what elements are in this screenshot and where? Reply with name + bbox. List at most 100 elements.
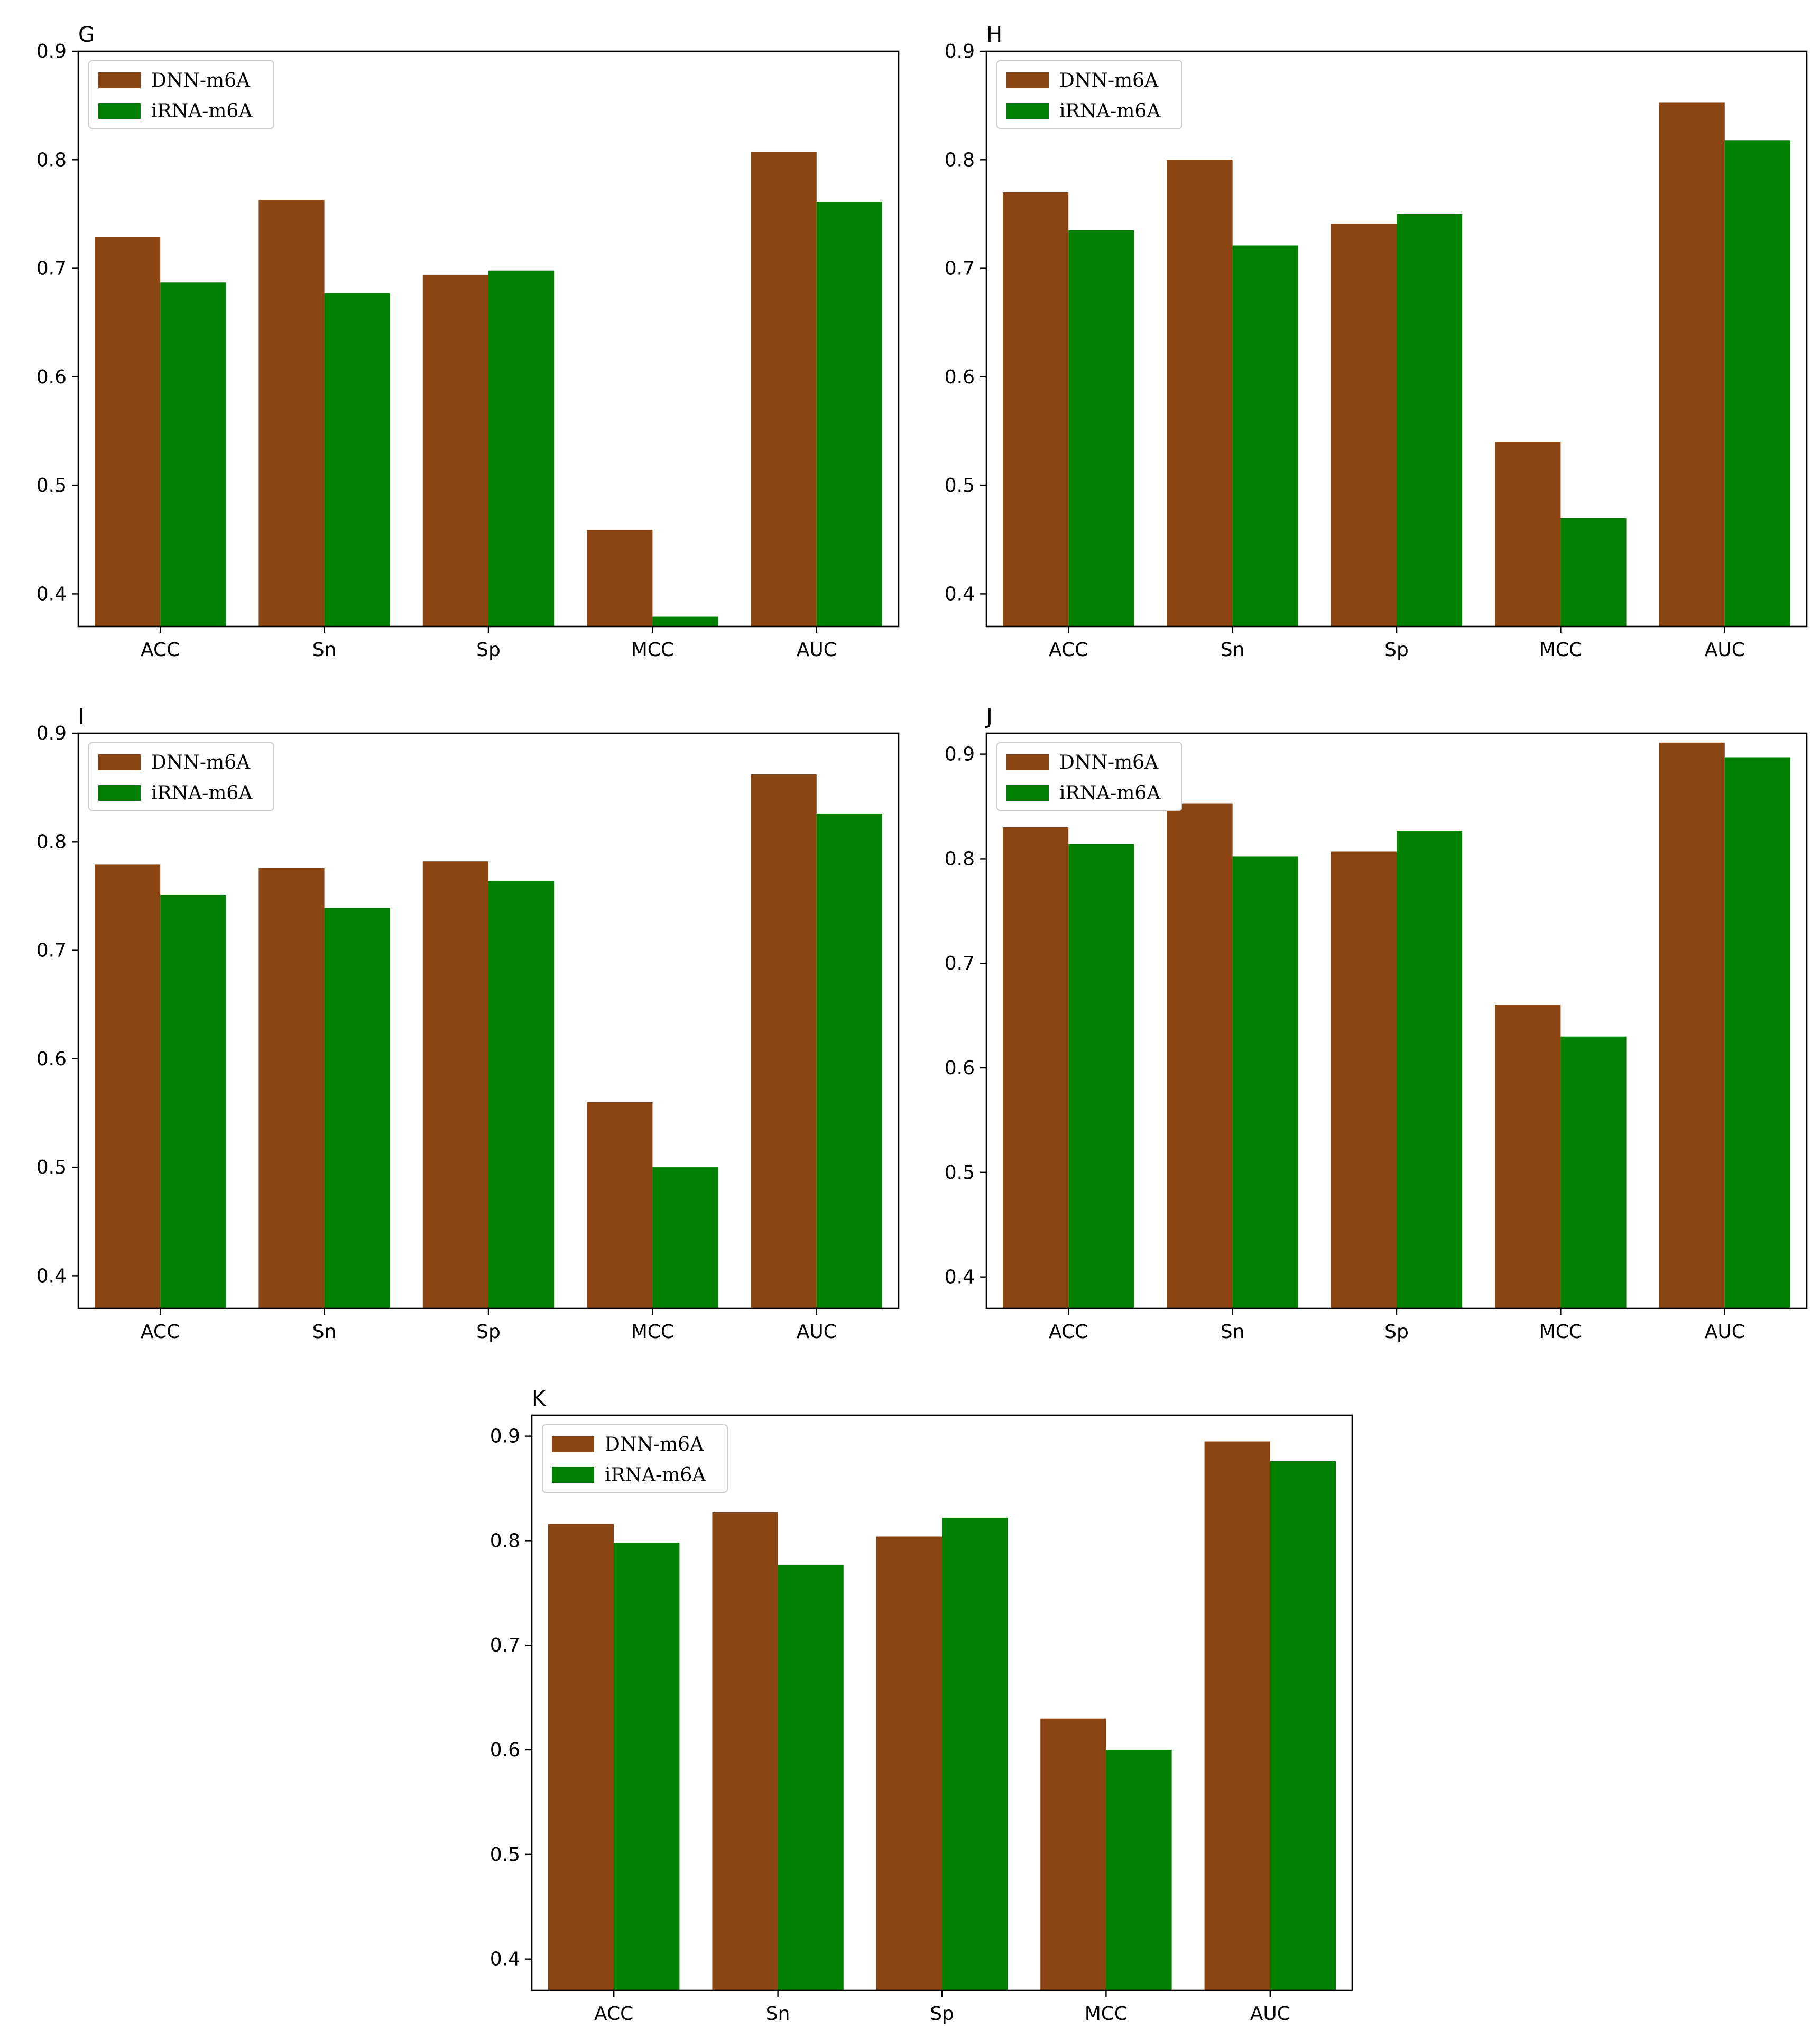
bar-k-dnn-m6a-sp — [876, 1536, 942, 1990]
panel-label: J — [985, 705, 993, 729]
bar-g-dnn-m6a-mcc — [587, 530, 653, 626]
y-tick-label: 0.5 — [945, 475, 975, 496]
y-tick-label: 0.4 — [945, 1267, 975, 1288]
bar-k-irna-m6a-acc — [614, 1543, 680, 1990]
x-tick-label-acc: ACC — [1049, 639, 1088, 661]
x-tick-label-mcc: MCC — [1539, 639, 1582, 661]
bar-g-dnn-m6a-acc — [95, 237, 161, 626]
bar-k-irna-m6a-sn — [778, 1564, 844, 1990]
y-tick-label: 0.4 — [490, 1949, 520, 1970]
legend-swatch-dnn-m6a — [98, 72, 141, 88]
legend-label-irna-m6a: iRNA-m6A — [151, 782, 253, 804]
legend-swatch-irna-m6a — [1006, 785, 1049, 801]
bar-j-irna-m6a-sn — [1232, 856, 1298, 1308]
y-tick-label: 0.8 — [36, 149, 67, 171]
chart-panel-k: 0.4 0.5 0.6 0.7 0.8 0.9 ACC Sn Sp MCC AUC K DNN-m6A i… — [490, 1387, 1353, 2025]
panel-label: I — [78, 705, 85, 729]
bar-h-dnn-m6a-acc — [1003, 192, 1069, 626]
bar-k-dnn-m6a-auc — [1204, 1441, 1270, 1990]
bar-h-irna-m6a-acc — [1068, 230, 1134, 626]
x-tick-label-auc: AUC — [1250, 2003, 1290, 2025]
bar-k-dnn-m6a-acc — [548, 1524, 614, 1990]
chart-panel-j: 0.4 0.5 0.6 0.7 0.8 0.9 ACC Sn Sp MCC AUC J DNN-m6A i… — [945, 705, 1808, 1343]
bar-g-dnn-m6a-sn — [258, 200, 325, 626]
y-tick-label: 0.7 — [490, 1635, 520, 1656]
bar-i-dnn-m6a-mcc — [587, 1102, 653, 1308]
legend-swatch-irna-m6a — [98, 785, 141, 801]
panel-label: H — [986, 23, 1002, 47]
x-tick-label-mcc: MCC — [1085, 2003, 1128, 2025]
legend-swatch-dnn-m6a — [98, 754, 141, 770]
bar-j-irna-m6a-acc — [1068, 844, 1134, 1308]
x-tick-label-sp: Sp — [1384, 1321, 1409, 1343]
legend-label-irna-m6a: iRNA-m6A — [1059, 100, 1161, 122]
y-tick-label: 0.7 — [945, 953, 975, 974]
bar-k-irna-m6a-mcc — [1106, 1750, 1172, 1990]
bar-h-dnn-m6a-sn — [1167, 160, 1233, 626]
x-tick-label-mcc: MCC — [631, 1321, 674, 1343]
x-tick-label-sn: Sn — [1221, 1321, 1245, 1343]
x-tick-label-acc: ACC — [141, 639, 180, 661]
bar-i-irna-m6a-sp — [488, 881, 555, 1308]
x-tick-label-mcc: MCC — [1539, 1321, 1582, 1343]
legend-label-irna-m6a: iRNA-m6A — [1059, 782, 1161, 804]
x-tick-label-sn: Sn — [312, 1321, 337, 1343]
legend-label-irna-m6a: iRNA-m6A — [151, 100, 253, 122]
bar-j-dnn-m6a-sp — [1331, 851, 1397, 1308]
bar-g-irna-m6a-auc — [816, 202, 882, 626]
x-tick-label-sn: Sn — [766, 2003, 790, 2025]
bar-i-irna-m6a-mcc — [652, 1167, 718, 1308]
y-tick-label: 0.9 — [36, 723, 67, 744]
x-tick-label-auc: AUC — [797, 639, 837, 661]
y-tick-label: 0.8 — [36, 831, 67, 853]
y-tick-label: 0.7 — [36, 258, 67, 280]
y-tick-label: 0.6 — [945, 1057, 975, 1079]
legend-swatch-irna-m6a — [552, 1467, 594, 1483]
bar-g-irna-m6a-mcc — [652, 616, 718, 626]
chart-panel-h: 0.4 0.5 0.6 0.7 0.8 0.9 ACC Sn Sp MCC AUC H DNN-m6A i… — [945, 23, 1808, 661]
y-tick-label: 0.4 — [945, 583, 975, 605]
x-tick-label-auc: AUC — [1705, 1321, 1745, 1343]
bar-h-dnn-m6a-sp — [1331, 224, 1397, 626]
legend-label-dnn-m6a: DNN-m6A — [1059, 70, 1159, 91]
x-tick-label-sp: Sp — [930, 2003, 954, 2025]
bar-h-irna-m6a-sp — [1397, 214, 1463, 626]
bar-i-irna-m6a-sn — [324, 908, 390, 1308]
y-tick-label: 0.6 — [945, 366, 975, 388]
bar-i-dnn-m6a-sn — [258, 868, 325, 1308]
x-tick-label-auc: AUC — [1705, 639, 1745, 661]
y-tick-label: 0.5 — [36, 1157, 67, 1178]
bar-k-dnn-m6a-mcc — [1040, 1718, 1106, 1990]
y-tick-label: 0.5 — [490, 1844, 520, 1866]
x-tick-label-acc: ACC — [594, 2003, 633, 2025]
bar-i-dnn-m6a-acc — [95, 864, 161, 1308]
bar-h-irna-m6a-sn — [1232, 245, 1298, 626]
bar-h-irna-m6a-auc — [1724, 140, 1790, 626]
y-tick-label: 0.9 — [945, 41, 975, 62]
legend-swatch-irna-m6a — [1006, 103, 1049, 119]
panel-label: G — [78, 23, 95, 47]
bar-i-irna-m6a-acc — [160, 894, 226, 1308]
x-tick-label-sn: Sn — [1221, 639, 1245, 661]
legend-label-dnn-m6a: DNN-m6A — [1059, 752, 1159, 773]
y-tick-label: 0.4 — [36, 583, 67, 605]
bar-h-dnn-m6a-mcc — [1495, 442, 1561, 626]
y-tick-label: 0.6 — [36, 366, 67, 388]
bar-i-irna-m6a-auc — [816, 813, 882, 1308]
bar-i-dnn-m6a-auc — [751, 774, 817, 1308]
y-tick-label: 0.5 — [36, 475, 67, 496]
bar-j-dnn-m6a-auc — [1659, 742, 1725, 1308]
x-tick-label-acc: ACC — [141, 1321, 180, 1343]
legend-label-dnn-m6a: DNN-m6A — [151, 752, 251, 773]
y-tick-label: 0.5 — [945, 1162, 975, 1184]
legend-label-dnn-m6a: DNN-m6A — [151, 70, 251, 91]
legend-swatch-dnn-m6a — [1006, 754, 1049, 770]
y-tick-label: 0.8 — [945, 149, 975, 171]
bar-j-dnn-m6a-mcc — [1495, 1005, 1561, 1308]
y-tick-label: 0.8 — [945, 848, 975, 870]
bar-g-irna-m6a-acc — [160, 282, 226, 626]
chart-panel-i: 0.4 0.5 0.6 0.7 0.8 0.9 ACC Sn Sp MCC AUC I DNN-m6A i… — [36, 705, 900, 1343]
bar-j-irna-m6a-mcc — [1560, 1036, 1627, 1308]
panel-label: K — [532, 1387, 547, 1411]
